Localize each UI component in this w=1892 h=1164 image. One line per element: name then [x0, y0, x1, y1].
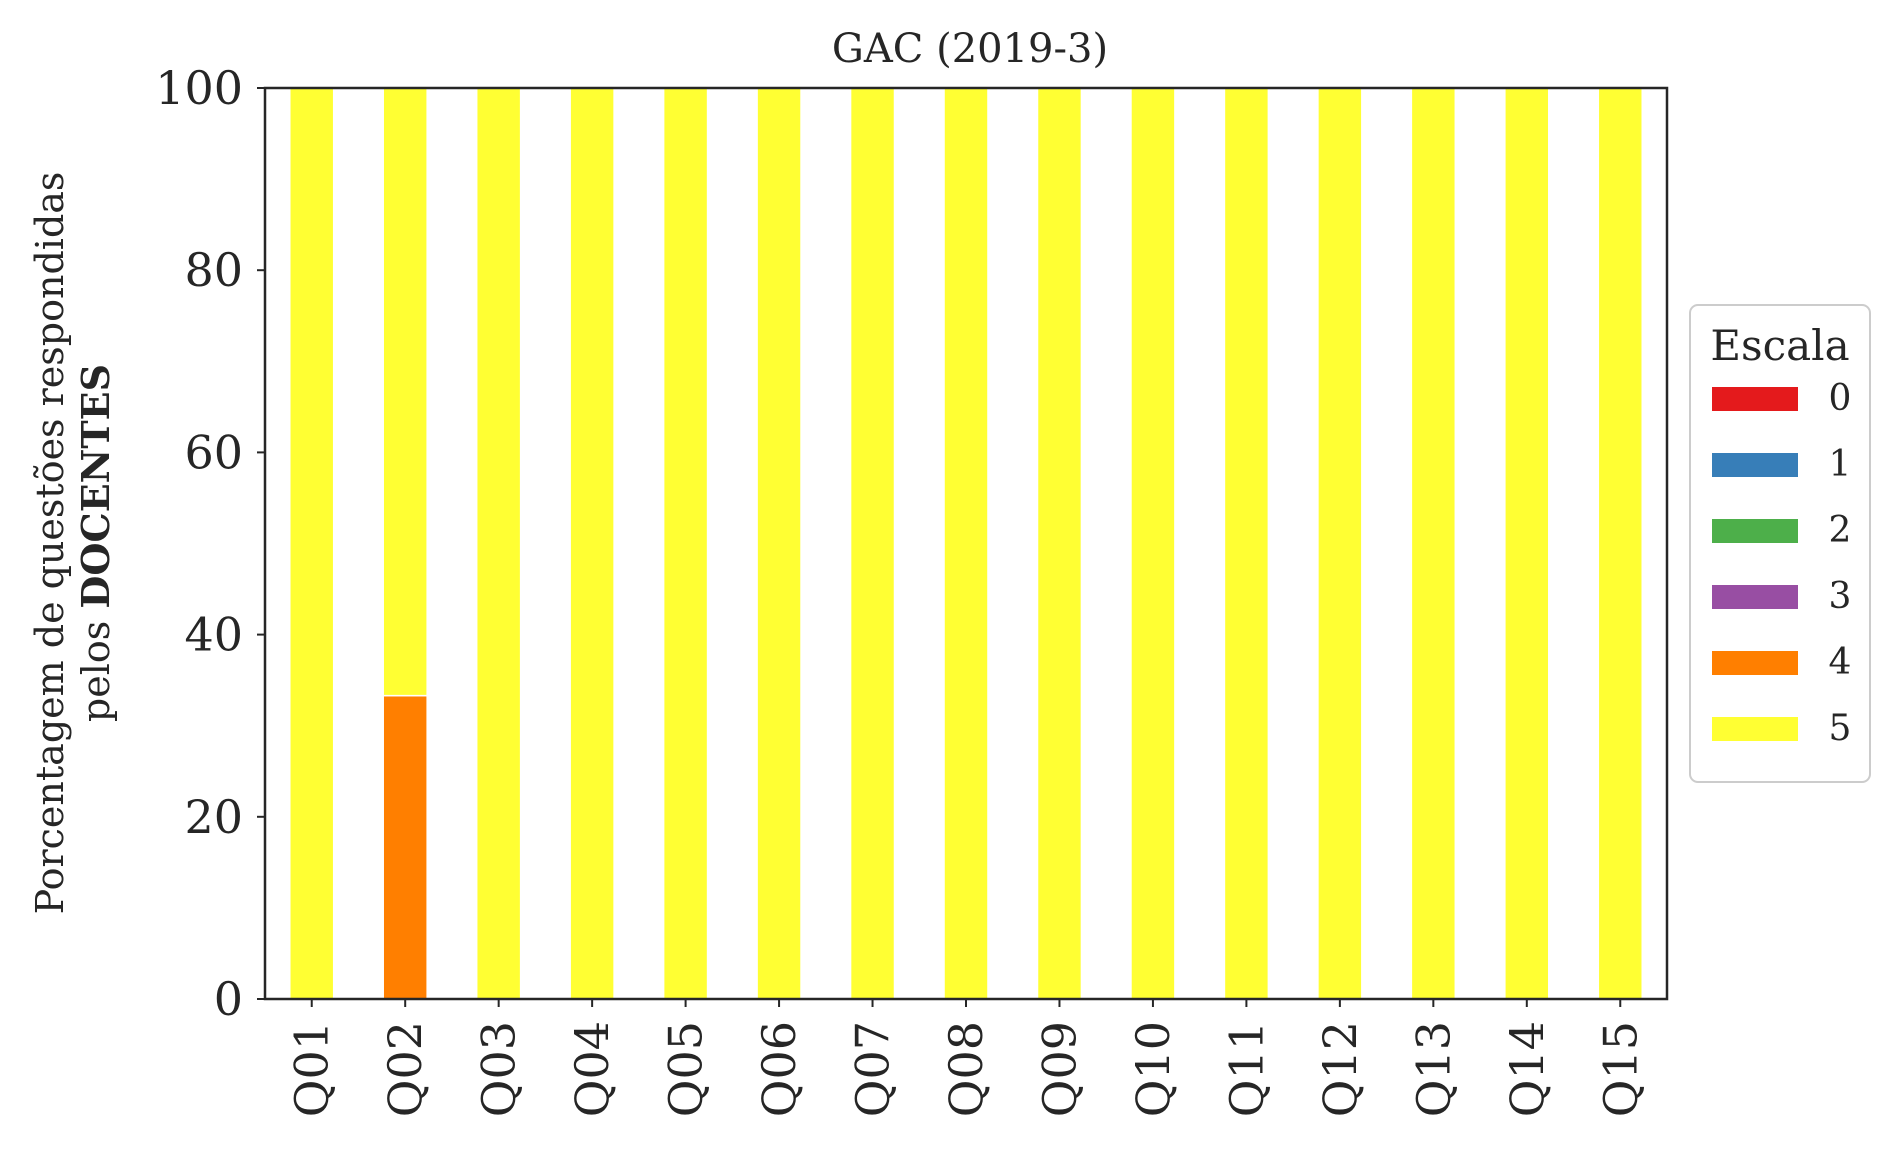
legend-label-4: 4: [1829, 642, 1852, 683]
x-tick-label-q01: Q01: [285, 1021, 339, 1117]
x-tick-label-q05: Q05: [659, 1021, 713, 1117]
x-tick-label-q03: Q03: [472, 1021, 526, 1117]
legend-items: 0 1 2 3 4 5: [1712, 378, 1851, 749]
y-tick-label-40: 40: [184, 608, 243, 662]
legend-label-0: 0: [1829, 378, 1852, 419]
x-tick-label-q08: Q08: [939, 1021, 993, 1117]
legend-label-2: 2: [1829, 510, 1852, 551]
x-tick-label-q11: Q11: [1219, 1021, 1273, 1117]
legend-label-5: 5: [1829, 708, 1852, 749]
y-tick-label-60: 60: [184, 425, 243, 479]
y-axis-label-line2: pelos DOCENTES: [73, 364, 118, 722]
bar-q11-scale-5: [1223, 87, 1270, 1000]
legend-title: Escala: [1710, 321, 1849, 370]
bar-q01-scale-5: [289, 87, 335, 1000]
y-axis-label: Porcentagem de questões respondidas pelo…: [28, 172, 118, 915]
bar-q12-scale-5: [1317, 87, 1363, 1000]
y-axis-label-line1: Porcentagem de questões respondidas: [28, 172, 72, 915]
bar-q08-scale-5: [943, 87, 989, 1000]
bar-q02-scale-4: [382, 694, 428, 1000]
bar-q06-scale-5: [756, 87, 802, 1000]
x-tick-label-q04: Q04: [565, 1021, 619, 1117]
x-tick-label-q07: Q07: [846, 1021, 900, 1117]
bar-q15-scale-5: [1597, 87, 1643, 1000]
bar-q13-scale-5: [1410, 87, 1457, 1000]
x-tick-label-q15: Q15: [1593, 1021, 1647, 1117]
legend-label-1: 1: [1829, 444, 1852, 485]
y-axis-ticks: 0 20 40 60 80 100: [155, 61, 265, 1026]
plot-frame: [263, 86, 1669, 1001]
legend: Escala 0 1 2 3 4 5: [1689, 304, 1871, 783]
legend-swatch-5: [1712, 717, 1798, 741]
x-tick-label-q14: Q14: [1500, 1021, 1554, 1117]
y-tick-label-80: 80: [184, 243, 243, 297]
x-tick-label-q02: Q02: [378, 1021, 432, 1117]
bar-q03-scale-5: [475, 87, 522, 1000]
y-axis-label-bold: DOCENTES: [73, 364, 118, 609]
x-axis-ticks: Q01 Q02 Q03 Q04 Q05 Q06 Q07 Q08 Q09 Q10 Q11 Q12 Q13 Q…: [285, 999, 1647, 1117]
bar-q14-scale-5: [1504, 87, 1550, 1000]
y-tick-label-20: 20: [184, 790, 243, 844]
x-tick-label-q12: Q12: [1313, 1021, 1367, 1117]
bar-q04-scale-5: [569, 87, 615, 1000]
x-tick-label-q10: Q10: [1126, 1021, 1180, 1117]
x-tick-label-q09: Q09: [1032, 1021, 1086, 1117]
legend-swatch-1: [1712, 453, 1798, 477]
legend-swatch-0: [1712, 387, 1798, 411]
bar-q05-scale-5: [662, 87, 709, 1000]
y-axis-label-prefix: pelos: [74, 621, 118, 722]
x-tick-label-q06: Q06: [752, 1021, 806, 1117]
bars-group: [289, 87, 1643, 1000]
legend-swatch-3: [1712, 585, 1798, 609]
chart-title: GAC (2019-3): [832, 26, 1108, 72]
bar-q07-scale-5: [849, 87, 896, 1000]
legend-label-3: 3: [1829, 576, 1852, 617]
x-tick-label-q13: Q13: [1406, 1021, 1460, 1117]
bar-q02-scale-5: [382, 87, 428, 697]
y-tick-label-100: 100: [155, 61, 243, 115]
legend-swatch-4: [1712, 651, 1798, 675]
legend-swatch-2: [1712, 519, 1798, 543]
bar-q10-scale-5: [1130, 87, 1176, 1000]
y-tick-label-0: 0: [214, 972, 243, 1026]
bar-q09-scale-5: [1036, 87, 1083, 1000]
